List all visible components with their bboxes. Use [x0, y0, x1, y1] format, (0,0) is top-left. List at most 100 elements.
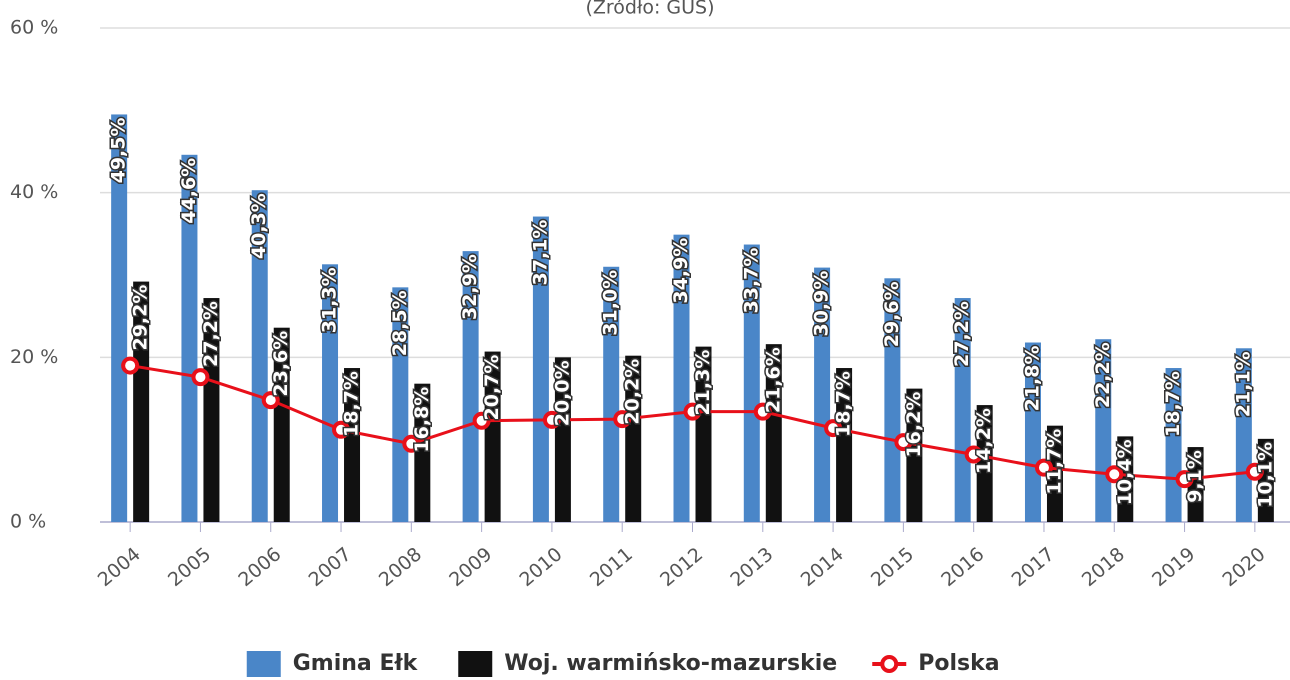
- line-point: [753, 402, 772, 421]
- bar: [203, 298, 220, 522]
- bar: [392, 287, 409, 522]
- x-tick-label: 2008: [375, 543, 426, 591]
- data-label: 37,1%: [529, 220, 551, 286]
- legend-swatch: [458, 651, 493, 677]
- line-point: [683, 402, 702, 421]
- bar: [414, 383, 431, 522]
- data-label: 40,3%: [248, 193, 270, 259]
- line-point: [894, 433, 913, 452]
- data-label: 33,7%: [740, 248, 762, 314]
- data-label: 27,2%: [951, 301, 973, 367]
- bar: [322, 264, 339, 522]
- line-point: [1105, 465, 1124, 484]
- bar: [554, 357, 571, 522]
- x-tick-label: 2014: [797, 543, 848, 591]
- data-label: 10,4%: [1114, 439, 1136, 505]
- bar: [532, 216, 549, 522]
- data-label: 27,2%: [200, 301, 222, 367]
- bar: [1117, 436, 1134, 522]
- x-tick-label: 2011: [586, 543, 637, 591]
- bar: [603, 266, 620, 522]
- x-tick-label: 2015: [867, 543, 918, 591]
- y-tick-label: 60 %: [10, 17, 58, 39]
- bar: [814, 267, 831, 522]
- bar: [251, 190, 268, 523]
- bar: [273, 327, 290, 522]
- data-label: 11,7%: [1043, 429, 1065, 495]
- data-label: 34,9%: [670, 238, 692, 304]
- x-tick-label: 2013: [726, 543, 777, 591]
- data-label: 10,1%: [1254, 442, 1276, 508]
- x-tick-label: 2010: [515, 543, 566, 591]
- data-label: 30,9%: [811, 271, 833, 337]
- line-point: [332, 420, 351, 439]
- data-label: 29,2%: [130, 285, 152, 351]
- data-label: 18,7%: [341, 371, 363, 437]
- line-point: [402, 434, 421, 453]
- data-label: 18,7%: [833, 371, 855, 437]
- legend-swatch: [246, 651, 281, 677]
- x-tick-label: 2012: [656, 543, 707, 591]
- line-point: [542, 410, 561, 429]
- bar: [884, 278, 901, 522]
- x-tick-label: 2005: [164, 543, 215, 591]
- bar: [836, 368, 853, 522]
- data-label: 49,5%: [108, 117, 130, 183]
- data-label: 32,9%: [459, 254, 481, 320]
- bar: [673, 234, 690, 522]
- x-tick-label: 2006: [234, 543, 285, 591]
- line-point: [1245, 462, 1264, 481]
- y-tick-label: 0 %: [10, 511, 46, 533]
- line-point: [1034, 458, 1053, 477]
- data-label: 16,8%: [411, 387, 433, 453]
- x-tick-label: 2017: [1008, 543, 1059, 591]
- bar: [1257, 438, 1274, 522]
- data-label: 20,7%: [481, 355, 503, 421]
- bar: [111, 114, 128, 522]
- data-label: 22,2%: [1092, 342, 1114, 408]
- line-point: [824, 419, 843, 438]
- data-label: 31,0%: [600, 270, 622, 336]
- data-label: 21,1%: [1232, 351, 1254, 417]
- bar: [765, 344, 782, 522]
- x-tick-label: 2007: [305, 543, 356, 591]
- bar: [1235, 348, 1252, 522]
- data-label: 9,1%: [1184, 450, 1206, 503]
- legend-label: Gmina Ełk: [293, 651, 419, 676]
- bar: [1046, 425, 1063, 522]
- x-tick-label: 2004: [94, 543, 145, 591]
- data-label: 14,2%: [973, 408, 995, 474]
- bar: [743, 244, 760, 522]
- x-tick-label: 2019: [1148, 543, 1199, 591]
- line-point: [964, 445, 983, 464]
- bar: [906, 388, 923, 522]
- legend-swatch: [880, 655, 899, 673]
- data-label: 16,2%: [903, 392, 925, 458]
- bar: [1187, 447, 1204, 522]
- legend-label: Polska: [918, 651, 999, 676]
- data-label: 31,3%: [319, 267, 341, 333]
- data-label: 18,7%: [1162, 371, 1184, 437]
- bar: [1024, 342, 1041, 522]
- line-point: [1175, 470, 1194, 489]
- y-tick-label: 40 %: [10, 181, 58, 203]
- bar: [625, 355, 642, 522]
- bar: [484, 351, 501, 522]
- bar: [133, 281, 150, 522]
- x-tick-label: 2009: [445, 543, 496, 591]
- data-label: 21,8%: [1021, 346, 1043, 412]
- x-tick-label: 2020: [1218, 543, 1269, 591]
- bar: [976, 405, 993, 522]
- bar: [695, 346, 712, 522]
- bar: [954, 298, 971, 522]
- line-point: [613, 410, 632, 429]
- bar: [181, 154, 198, 522]
- bar: [462, 251, 479, 522]
- chart-subtitle: (Źródło: GUS): [585, 0, 714, 19]
- x-tick-label: 2016: [937, 543, 988, 591]
- data-label: 44,6%: [178, 158, 200, 224]
- data-label: 29,6%: [881, 281, 903, 347]
- data-label: 20,2%: [622, 359, 644, 425]
- data-label: 28,5%: [389, 290, 411, 356]
